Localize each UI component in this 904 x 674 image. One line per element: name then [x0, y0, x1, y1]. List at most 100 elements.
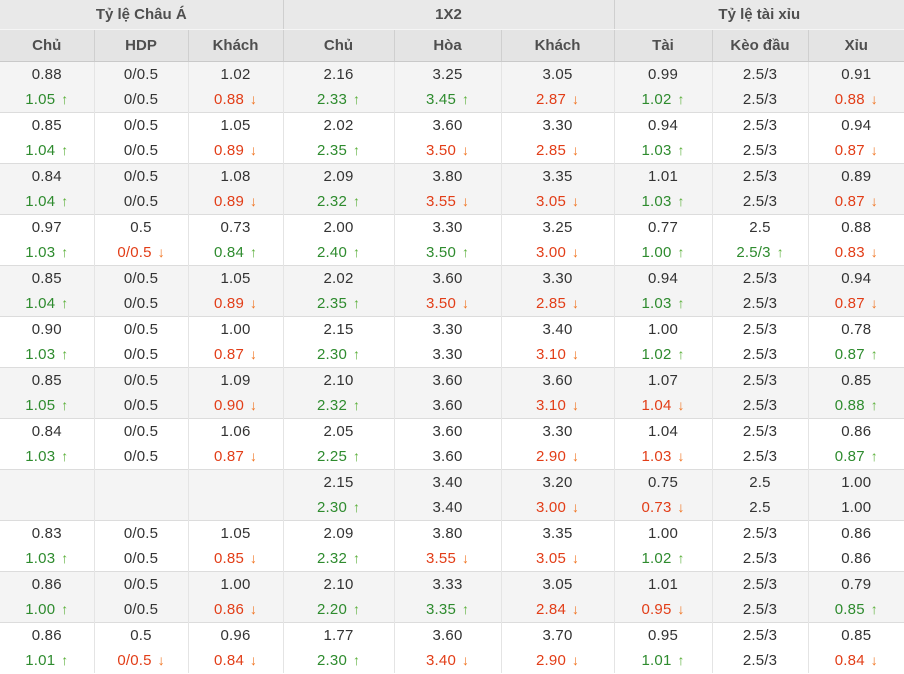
- odds-value: 2.5/3: [736, 244, 771, 261]
- table-row: 0.86 0.5 0.96 1.77 3.60 3.70 0.95 2.5/3 0.85: [0, 622, 904, 648]
- odds-value: 2.5: [749, 474, 771, 491]
- odds-cell: 1.00: [808, 469, 904, 495]
- odds-value: 3.50: [426, 244, 456, 261]
- arrow-down-icon: ↓: [572, 295, 579, 311]
- odds-cell: 0.84 ↓: [808, 648, 904, 673]
- odds-value: 1.03: [641, 295, 672, 312]
- odds-cell: 0.90: [0, 316, 95, 342]
- odds-cell: 2.02: [283, 265, 395, 291]
- odds-cell: 1.00: [614, 316, 713, 342]
- odds-cell: 2.5/3: [712, 189, 809, 215]
- odds-cell: 3.30: [501, 265, 615, 291]
- odds-value: 1.04: [648, 423, 678, 440]
- odds-value: 1.00: [641, 244, 672, 261]
- odds-cell: 0/0.5: [94, 367, 189, 393]
- arrow-down-icon: ↓: [462, 142, 469, 158]
- odds-cell: 1.03 ↑: [614, 138, 713, 164]
- odds-value: 3.60: [432, 117, 463, 134]
- odds-value: 0.86: [31, 627, 62, 644]
- odds-cell: 2.5/3: [712, 571, 809, 597]
- arrow-up-icon: ↑: [677, 142, 685, 158]
- odds-value: 2.84: [536, 601, 566, 618]
- odds-value: 0.75: [648, 474, 678, 491]
- arrow-up-icon: ↑: [61, 193, 69, 209]
- odds-cell: 0/0.5: [94, 597, 189, 623]
- odds-value: 2.10: [323, 372, 354, 389]
- odds-value: 0.84: [31, 423, 62, 440]
- odds-cell: 2.5: [712, 214, 809, 240]
- odds-cell: 2.5/3: [712, 61, 809, 87]
- odds-cell: 0/0.5: [94, 418, 189, 444]
- odds-cell: 0.87 ↓: [188, 342, 284, 368]
- odds-value: 3.80: [432, 168, 463, 185]
- arrow-down-icon: ↓: [250, 601, 257, 617]
- odds-value: 0.73: [220, 219, 251, 236]
- odds-value: 2.85: [536, 142, 566, 159]
- odds-cell: 0.88 ↓: [808, 87, 904, 113]
- odds-value: 0.86: [31, 576, 62, 593]
- odds-value: 2.90: [536, 448, 566, 465]
- odds-cell: 1.00: [808, 495, 904, 521]
- arrow-up-icon: ↑: [677, 652, 685, 668]
- odds-cell: 2.90 ↓: [501, 648, 615, 673]
- odds-cell: 2.00: [283, 214, 395, 240]
- odds-cell: 1.03 ↑: [614, 291, 713, 317]
- odds-cell: 2.30 ↑: [283, 342, 395, 368]
- odds-value: 3.60: [432, 627, 463, 644]
- odds-cell: 1.02 ↑: [614, 546, 713, 572]
- arrow-down-icon: ↓: [157, 652, 165, 668]
- odds-value: 2.10: [323, 576, 354, 593]
- arrow-up-icon: ↑: [870, 601, 878, 617]
- odds-cell: 2.5/3: [712, 418, 809, 444]
- odds-cell: 0.85 ↓: [188, 546, 284, 572]
- arrow-up-icon: ↑: [870, 448, 878, 464]
- odds-value: 0.87: [214, 448, 244, 465]
- arrow-up-icon: ↑: [353, 142, 360, 158]
- odds-cell: 2.25 ↑: [283, 444, 395, 470]
- odds-cell: 3.60: [394, 265, 502, 291]
- odds-value: 0.87: [834, 193, 865, 210]
- odds-value: 3.60: [432, 372, 463, 389]
- odds-value: 0/0.5: [123, 397, 159, 414]
- odds-value: 2.00: [323, 219, 354, 236]
- odds-cell: 0.77: [614, 214, 713, 240]
- arrow-down-icon: ↓: [157, 244, 165, 260]
- odds-cell: 3.30: [501, 418, 615, 444]
- odds-cell: 0.85: [0, 112, 95, 138]
- arrow-down-icon: ↓: [677, 499, 685, 515]
- odds-value: 3.40: [432, 474, 463, 491]
- odds-cell: 0.87 ↓: [188, 444, 284, 470]
- odds-cell: 0.99: [614, 61, 713, 87]
- odds-cell: [0, 495, 95, 521]
- odds-value: 3.60: [432, 397, 463, 414]
- odds-value: 0.86: [841, 550, 872, 567]
- odds-cell: 3.10 ↓: [501, 393, 615, 419]
- odds-cell: 2.09: [283, 163, 395, 189]
- arrow-down-icon: ↓: [250, 346, 257, 362]
- odds-cell: 0.87 ↑: [808, 444, 904, 470]
- table-row: 0.84 0/0.5 1.06 2.05 3.60 3.30 1.04 2.5/3 0.86: [0, 418, 904, 444]
- odds-value: 0/0.5: [123, 601, 159, 618]
- odds-cell: 2.30 ↑: [283, 648, 395, 673]
- odds-value: 2.15: [323, 321, 354, 338]
- odds-cell: 1.01: [614, 163, 713, 189]
- odds-value: 0.95: [648, 627, 678, 644]
- odds-value: 0.85: [834, 601, 865, 618]
- odds-value: 0/0.5: [123, 117, 159, 134]
- odds-cell: 2.5/3: [712, 316, 809, 342]
- odds-cell: 0/0.5: [94, 112, 189, 138]
- odds-cell: 1.00: [188, 316, 284, 342]
- odds-value: 1.09: [220, 372, 251, 389]
- table-row: 0.84 0/0.5 1.08 2.09 3.80 3.35 1.01 2.5/3 0.89: [0, 163, 904, 189]
- odds-value: 0/0.5: [123, 346, 159, 363]
- arrow-up-icon: ↑: [61, 346, 69, 362]
- odds-cell: 0/0.5: [94, 571, 189, 597]
- odds-cell: 2.10: [283, 571, 395, 597]
- odds-cell: 2.87 ↓: [501, 87, 615, 113]
- odds-cell: 0/0.5: [94, 546, 189, 572]
- odds-cell: 3.05: [501, 61, 615, 87]
- odds-value: 0.84: [31, 168, 62, 185]
- odds-cell: [0, 469, 95, 495]
- odds-value: 0/0.5: [117, 652, 152, 669]
- column-header-asian-home: Chủ: [0, 29, 95, 62]
